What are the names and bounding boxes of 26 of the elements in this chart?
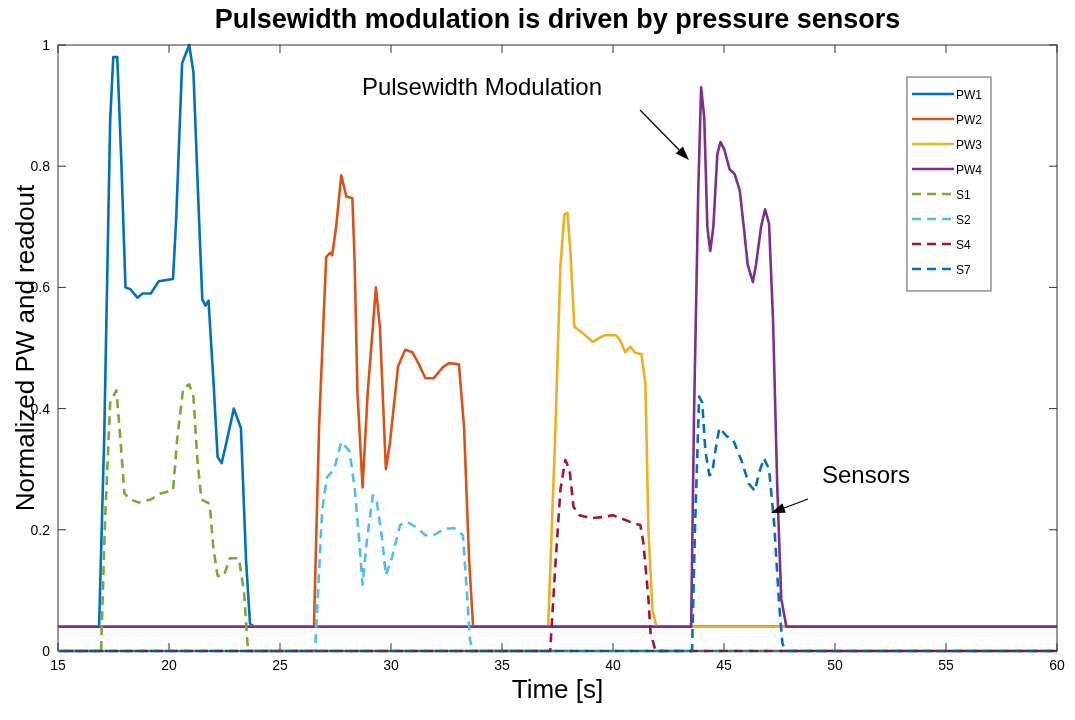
legend-label: PW4 xyxy=(956,162,983,177)
x-tick-label: 60 xyxy=(1049,657,1065,673)
chart-title: Pulsewidth modulation is driven by pressure sensors xyxy=(214,4,901,34)
legend-label: S7 xyxy=(956,262,971,277)
legend-label: S1 xyxy=(956,187,971,202)
x-tick-label: 25 xyxy=(272,657,288,673)
x-tick-label: 55 xyxy=(938,657,954,673)
x-tick-label: 45 xyxy=(716,657,732,673)
annotation: Sensors xyxy=(821,461,911,488)
legend-label: S4 xyxy=(956,237,971,252)
x-tick-label: 15 xyxy=(50,657,66,673)
legend-label: PW3 xyxy=(956,137,983,152)
legend-label: PW2 xyxy=(956,112,983,127)
x-tick-label: 35 xyxy=(494,657,510,673)
y-tick-label: 0 xyxy=(42,643,51,659)
x-tick-label: 20 xyxy=(161,657,177,673)
y-tick-label: 0.8 xyxy=(30,158,51,175)
legend-label: PW1 xyxy=(956,87,983,102)
y-tick-label: 1 xyxy=(42,37,51,53)
x-tick-label: 40 xyxy=(605,657,621,673)
annotation: Pulsewidth Modulation xyxy=(361,73,603,100)
x-axis-title: Time [s] xyxy=(511,674,604,704)
legend-label: S2 xyxy=(956,212,971,227)
x-tick-label: 50 xyxy=(827,657,843,673)
x-tick-label: 30 xyxy=(383,657,399,673)
y-tick-label: 0.2 xyxy=(30,521,51,538)
